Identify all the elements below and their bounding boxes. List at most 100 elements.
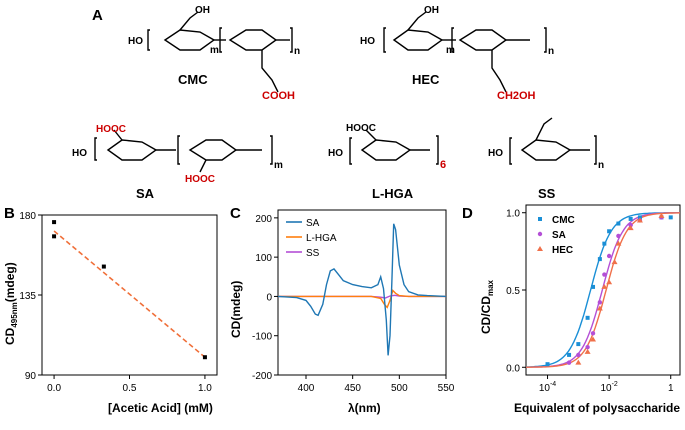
ss-n-text: n	[598, 160, 604, 171]
chart-d-legend-label: HEC	[552, 245, 573, 256]
chart-d-point-hec	[596, 305, 603, 311]
chart-d-xtick-label: 1	[668, 383, 674, 394]
lhga-structure	[349, 129, 439, 165]
chart-d-legend-marker	[537, 246, 543, 251]
chart-d-point-hec	[590, 336, 597, 342]
chart-d-legend-label: CMC	[552, 215, 575, 226]
lhga-label: L-HGA	[372, 186, 414, 201]
chart-b-ytick-label: 180	[19, 211, 36, 222]
chart-d-point-cmc	[628, 216, 633, 221]
ss-structure	[509, 117, 597, 165]
chart-d-point-sa	[590, 331, 596, 336]
chart-d-point-hec	[658, 212, 665, 218]
cmc-n-text: n	[294, 46, 300, 57]
chart-c-legend-label: L-HGA	[306, 233, 337, 244]
chart-d-point-cmc	[602, 241, 607, 246]
cmc-ho-text: HO	[128, 36, 143, 47]
chart-c-ytick-label: -100	[252, 332, 272, 343]
lhga-repeat-text: 6	[440, 159, 446, 171]
chart-b-ytick-label: 135	[19, 291, 36, 302]
chart-c-ytick-label: -200	[252, 371, 272, 382]
chart-c-xtick-label: 400	[298, 383, 315, 394]
chart-d-point-sa	[606, 253, 612, 259]
cmc-structure	[147, 11, 293, 93]
chart-d-point-sa	[602, 272, 607, 277]
sa-hooc2-text: HOOC	[185, 174, 215, 185]
chart-c-xtick-label: 500	[391, 383, 408, 394]
chart-c-legend-label: SA	[306, 218, 320, 229]
chart-d-point-cmc	[616, 221, 621, 226]
chart-d-point-cmc	[591, 284, 596, 289]
chart-b-xtick-label: 0.0	[47, 383, 61, 394]
chart-d-fit-curve	[526, 212, 681, 368]
chart-d-xtick-label: 10-4	[539, 381, 556, 394]
chart-c-ylabel: CD(mdeg)	[229, 281, 243, 338]
ss-label: SS	[538, 186, 556, 201]
chart-b-point	[52, 234, 57, 239]
chart-b-xtick-label: 0.5	[123, 383, 137, 394]
hec-oh-text: OH	[424, 5, 439, 16]
chart-c-series-line	[277, 223, 447, 356]
chart-d-ytick-label: 0.5	[506, 286, 520, 297]
chart-d-point-cmc	[576, 342, 581, 347]
chart-d-legend-marker	[537, 231, 543, 237]
chart-b-fit-line	[53, 230, 206, 358]
chart-c-xlabel: λ(nm)	[348, 401, 381, 415]
chart-d-fit-curve	[526, 212, 680, 368]
chart-d-legend-label: SA	[552, 230, 566, 241]
chart-d-ytick-label: 1.0	[506, 209, 520, 220]
sa-m-text: m	[274, 160, 283, 171]
chart-b-point	[202, 355, 207, 360]
lhga-hooc-text: HOOC	[346, 123, 376, 134]
chart-d-point-cmc	[585, 315, 590, 320]
hec-m-text: m	[446, 45, 455, 56]
panel-d-label: D	[462, 205, 473, 222]
chart-c-frame	[277, 209, 447, 376]
chart-d-point-cmc	[668, 215, 673, 220]
chart-d-point-cmc	[597, 257, 602, 262]
chart-d-point-hec	[611, 259, 618, 265]
chart-d-point-hec	[636, 217, 643, 223]
sa-ho-text: HO	[72, 148, 87, 159]
chart-b-point	[101, 264, 106, 269]
chart-d-point-cmc	[637, 215, 642, 220]
lhga-ho-text: HO	[328, 148, 343, 159]
chart-d-point-cmc	[607, 229, 612, 234]
sa-hooc-text: HOOC	[96, 124, 126, 135]
chart-c-xtick-label: 450	[344, 383, 361, 394]
chart-d-point-hec	[615, 240, 622, 246]
chart-c-xtick-label: 550	[438, 383, 455, 394]
chart-d-point-sa	[597, 300, 603, 305]
panel-c-label: C	[230, 205, 241, 222]
hec-label: HEC	[412, 72, 440, 87]
chart-d-point-hec	[584, 348, 591, 354]
chart-d-ylabel: CD/CDmax	[479, 279, 495, 334]
ss-ho-text: HO	[488, 148, 503, 159]
chart-d-point-sa	[585, 344, 590, 350]
chart-b: [Acetic Acid] (mM) CD495nm(mdeg) 0.0 0.5 1…	[3, 211, 218, 415]
chart-c-legend-label: SS	[306, 248, 320, 259]
chart-b-ylabel: CD495nm(mdeg)	[3, 262, 19, 345]
cmc-m-text: m	[210, 45, 219, 56]
cmc-cooh-text: COOH	[262, 90, 295, 102]
chart-d-point-cmc	[545, 362, 550, 367]
chart-d-point-sa	[576, 352, 581, 358]
chart-d-point-hec	[627, 225, 634, 231]
panel-b-label: B	[4, 205, 15, 222]
chart-d-xtick-label: 10-2	[600, 381, 617, 394]
chart-c: λ(nm) CD(mdeg) 400 450 500 550 -200 -100 0 100 2…	[229, 209, 455, 415]
chart-d-ytick-label: 0.0	[506, 363, 520, 374]
chart-d-point-cmc	[567, 352, 572, 357]
chart-d-point-hec	[575, 359, 582, 365]
chart-c-ytick-label: 0	[266, 292, 272, 303]
chart-d: Equivalent of polysaccharide CD/CDmax 10…	[479, 204, 681, 415]
chart-d-point-hec	[601, 283, 608, 289]
sa-label: SA	[136, 186, 155, 201]
hec-structure	[383, 11, 547, 93]
chart-b-point	[52, 220, 57, 225]
chart-d-point-hec	[606, 279, 613, 285]
sa-structure	[94, 129, 273, 173]
hec-ch2oh-text: CH2OH	[497, 90, 536, 102]
hec-ho-text: HO	[360, 36, 375, 47]
